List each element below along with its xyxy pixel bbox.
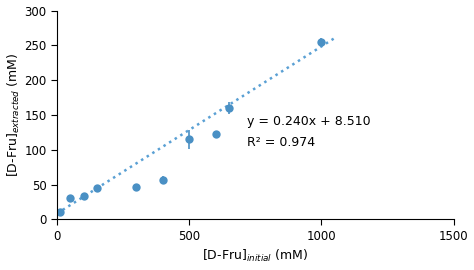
Y-axis label: [D-Fru]$_{extracted}$ (mM): [D-Fru]$_{extracted}$ (mM) bbox=[6, 53, 22, 177]
X-axis label: [D-Fru]$_{initial}$ (mM): [D-Fru]$_{initial}$ (mM) bbox=[202, 248, 309, 264]
Text: y = 0.240x + 8.510
R² = 0.974: y = 0.240x + 8.510 R² = 0.974 bbox=[247, 115, 371, 149]
